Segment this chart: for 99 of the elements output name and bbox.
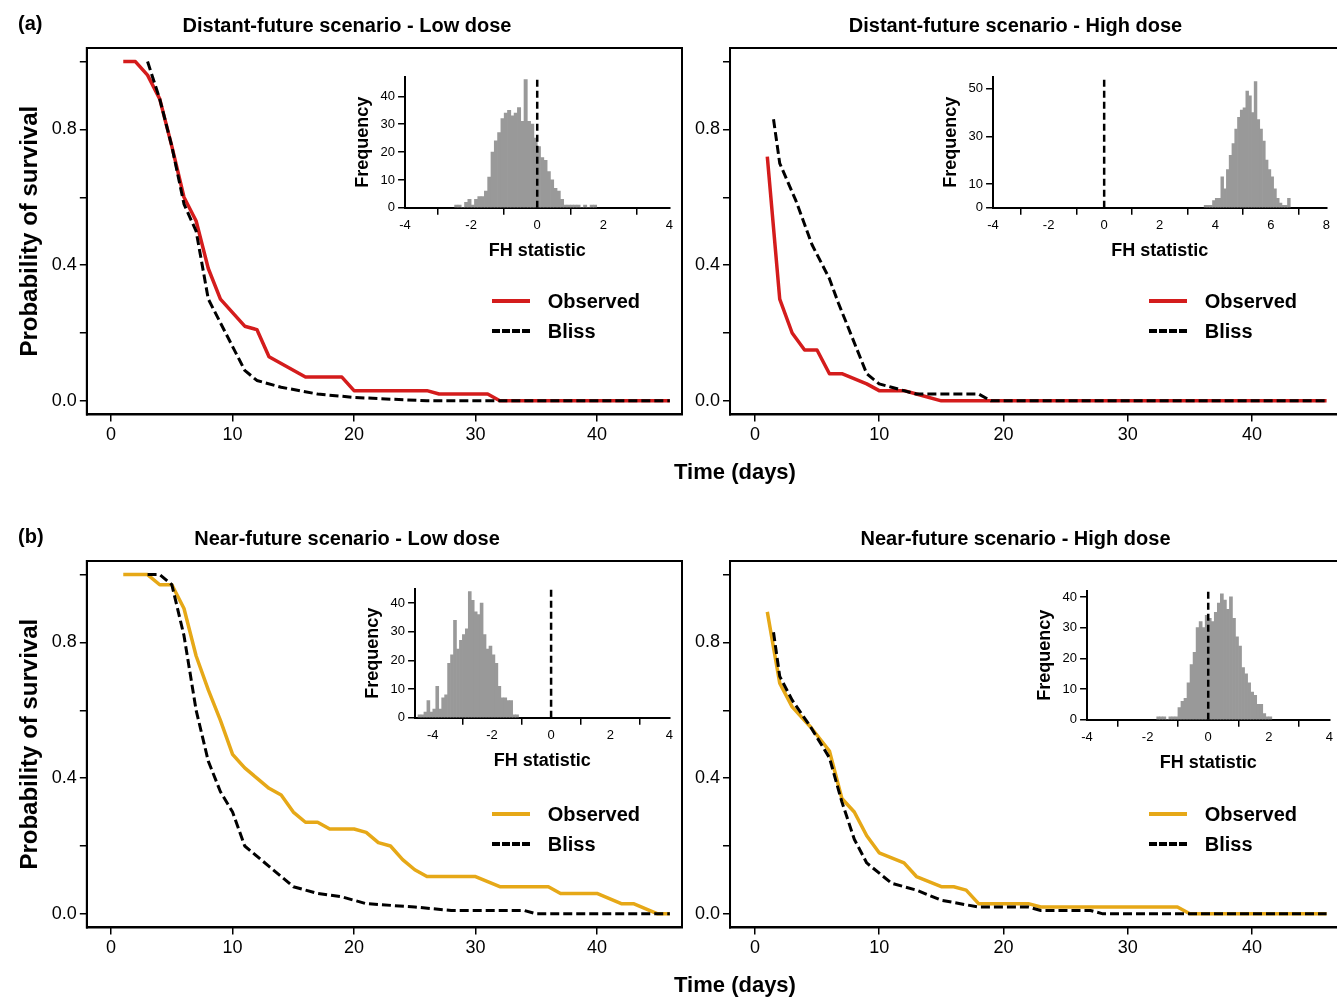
x-tick-label: -2 <box>465 217 477 233</box>
x-axis-title: Time (days) <box>673 972 797 998</box>
y-tick-label: 20 <box>1062 649 1078 665</box>
x-tick-label: 0 <box>1204 729 1212 745</box>
y-tick-label: 40 <box>380 87 396 103</box>
y-tick-label: 10 <box>1062 680 1078 696</box>
x-tick-label: 2 <box>1156 217 1164 233</box>
y-tick-label: 0 <box>397 709 406 725</box>
x-axis-title: FH statistic <box>493 750 591 771</box>
x-tick-label: 10 <box>222 424 243 445</box>
y-tick-label: 0.0 <box>694 389 721 410</box>
x-axis-title: Time (days) <box>673 459 797 485</box>
y-tick-label: 20 <box>380 143 396 159</box>
y-tick-label: 0.0 <box>694 902 721 923</box>
y-tick-label: 0.8 <box>694 631 721 652</box>
x-tick-label: -4 <box>1081 729 1093 745</box>
x-tick-label: 0 <box>533 217 541 233</box>
x-tick-label: 10 <box>222 937 243 958</box>
chart-title: Distant-future scenario - Low dose <box>182 13 512 36</box>
x-tick-label: 40 <box>1241 937 1263 958</box>
chart-title: Near-future scenario - High dose <box>860 526 1171 549</box>
x-tick-label: 30 <box>1117 937 1138 958</box>
x-tick-label: 30 <box>465 424 486 445</box>
y-axis-title: Frequency <box>1033 609 1054 701</box>
x-tick-label: 2 <box>1265 729 1273 745</box>
y-tick-label: 40 <box>1062 588 1078 604</box>
y-tick-label: 30 <box>390 623 406 639</box>
x-tick-label: 40 <box>586 424 607 445</box>
y-tick-label: 40 <box>390 594 406 610</box>
legend-label: Observed <box>547 802 640 826</box>
y-tick-label: 0 <box>1069 711 1078 727</box>
legend-label: Observed <box>1204 802 1297 826</box>
text: (b) <box>18 525 44 548</box>
x-tick-label: -4 <box>987 217 999 233</box>
x-tick-label: 30 <box>465 937 486 958</box>
x-tick-label: 40 <box>1241 424 1263 445</box>
y-tick-label: 10 <box>380 171 396 187</box>
x-tick-label: 10 <box>869 424 890 445</box>
legend-label: Bliss <box>1204 832 1253 856</box>
y-tick-label: 50 <box>968 80 984 96</box>
y-tick-label: 0 <box>387 199 396 215</box>
x-tick-label: 10 <box>869 937 890 958</box>
legend-label: Observed <box>1204 289 1297 313</box>
x-tick-label: 0 <box>106 937 117 958</box>
x-tick-label: -4 <box>399 217 411 233</box>
y-tick-label: 0.4 <box>694 254 721 275</box>
x-tick-label: 8 <box>1322 217 1330 233</box>
x-tick-label: -2 <box>1141 729 1154 745</box>
y-tick-label: 30 <box>1062 619 1078 635</box>
y-tick-label: 0.4 <box>51 254 77 275</box>
x-tick-label: 30 <box>1117 424 1138 445</box>
x-tick-label: -4 <box>427 727 439 743</box>
y-axis-title: Probability of survival <box>15 105 43 357</box>
x-tick-label: 2 <box>606 727 614 743</box>
y-tick-label: 0.4 <box>694 767 721 788</box>
chart-title: Distant-future scenario - High dose <box>848 13 1183 36</box>
x-tick-label: 20 <box>993 937 1014 958</box>
y-axis-title: Frequency <box>939 96 960 188</box>
x-tick-label: 4 <box>1325 729 1333 745</box>
legend-label: Bliss <box>547 319 596 343</box>
x-tick-label: 0 <box>749 937 760 958</box>
x-tick-label: 0 <box>547 727 555 743</box>
y-tick-label: 0.0 <box>51 389 77 410</box>
y-tick-label: 30 <box>968 127 984 143</box>
x-tick-label: 4 <box>1211 217 1219 233</box>
x-tick-label: 0 <box>1100 217 1108 233</box>
y-axis-title: Frequency <box>361 607 382 699</box>
x-tick-label: 0 <box>749 424 760 445</box>
y-tick-label: 20 <box>390 652 406 668</box>
y-tick-label: 0.8 <box>51 631 77 652</box>
y-tick-label: 10 <box>968 175 984 191</box>
y-tick-label: 0.8 <box>51 118 77 139</box>
legend-label: Bliss <box>547 832 596 856</box>
y-tick-label: 0.8 <box>694 118 721 139</box>
text: (a) <box>18 12 43 35</box>
x-tick-label: -2 <box>486 727 498 743</box>
y-tick-label: 0.4 <box>51 767 77 788</box>
y-axis-title: Frequency <box>351 96 372 188</box>
x-tick-label: -2 <box>1042 217 1055 233</box>
x-tick-label: 4 <box>665 727 673 743</box>
legend-label: Bliss <box>1204 319 1253 343</box>
legend-label: Observed <box>547 289 640 313</box>
y-tick-label: 0.0 <box>51 902 77 923</box>
x-tick-label: 4 <box>665 217 673 233</box>
y-tick-label: 0 <box>975 199 984 215</box>
x-tick-label: 40 <box>586 937 607 958</box>
x-tick-label: 2 <box>599 217 607 233</box>
x-tick-label: 20 <box>993 424 1014 445</box>
chart-title: Near-future scenario - Low dose <box>194 526 500 549</box>
x-axis-title: FH statistic <box>1159 752 1257 773</box>
x-tick-label: 20 <box>344 937 365 958</box>
x-tick-label: 6 <box>1267 217 1275 233</box>
x-axis-title: FH statistic <box>488 240 586 261</box>
x-tick-label: 0 <box>106 424 117 445</box>
x-tick-label: 20 <box>344 424 365 445</box>
y-tick-label: 30 <box>380 115 396 131</box>
y-tick-label: 10 <box>390 680 406 696</box>
x-axis-title: FH statistic <box>1111 240 1209 261</box>
y-axis-title: Probability of survival <box>15 618 43 870</box>
